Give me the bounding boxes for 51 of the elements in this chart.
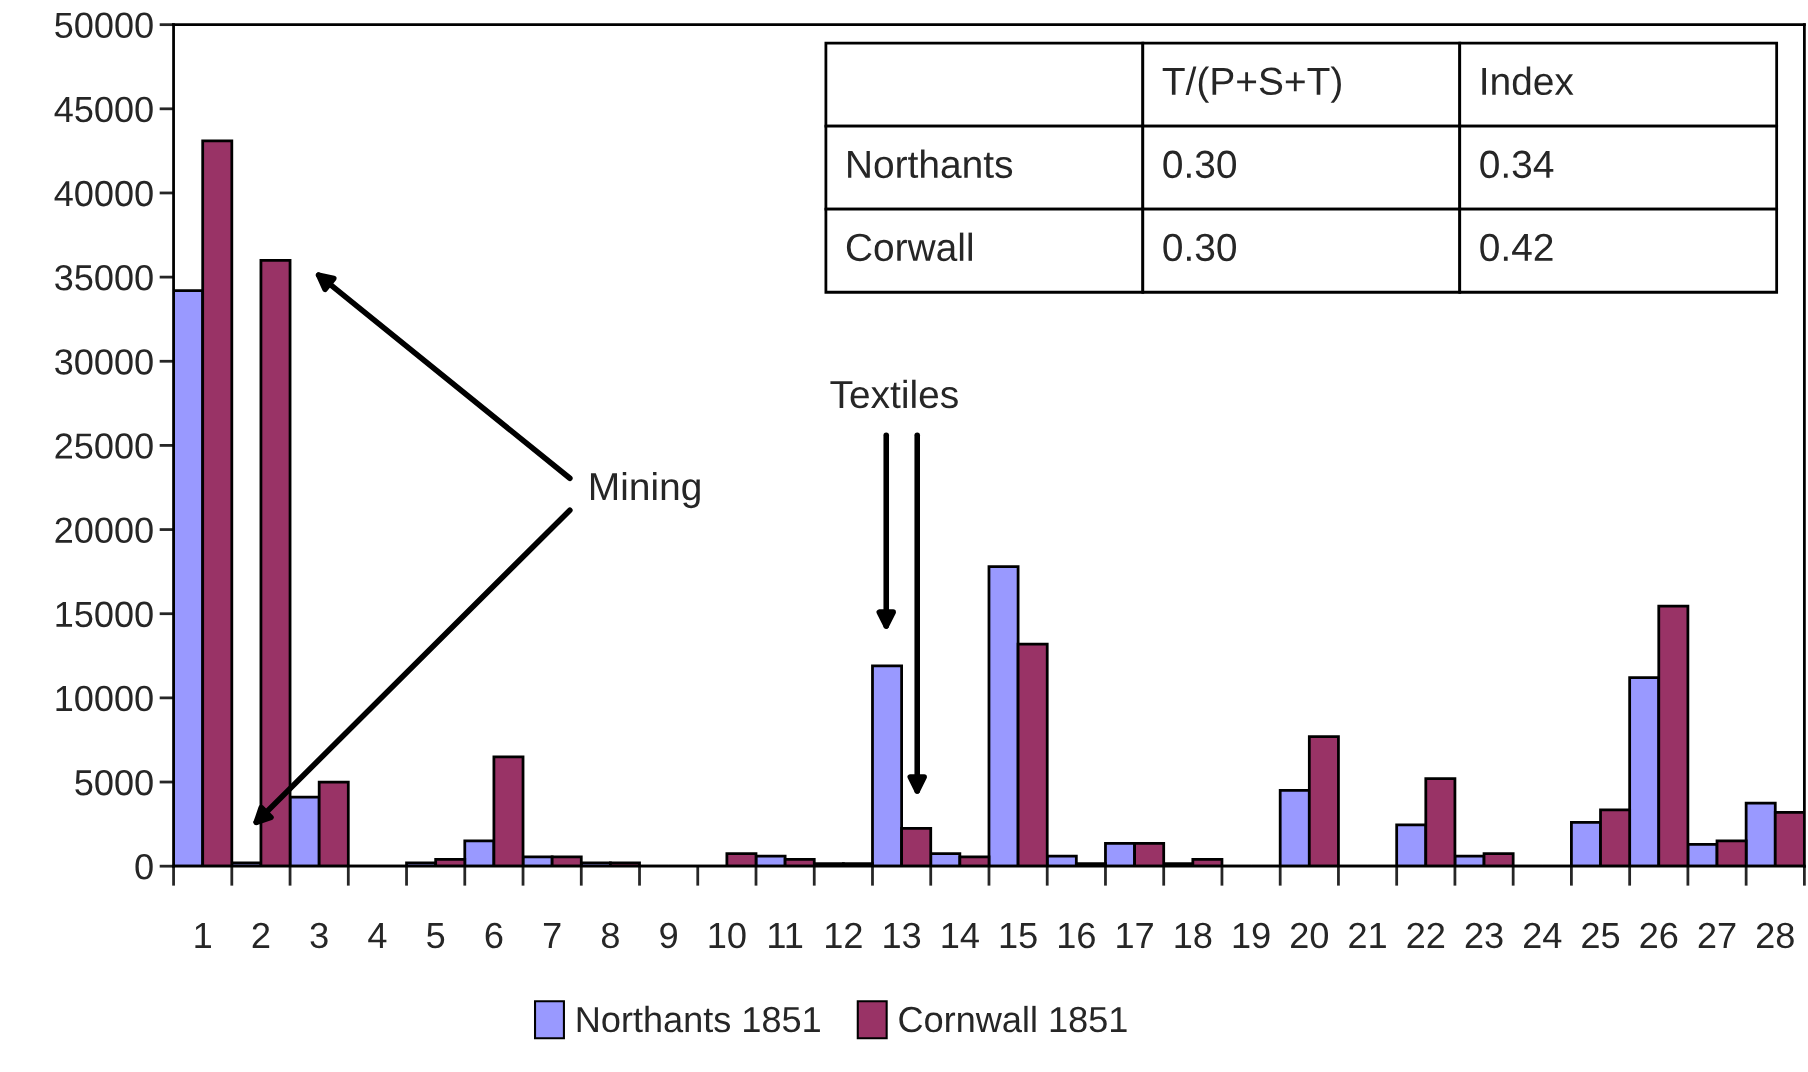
annotation: Northants [848,149,1013,179]
y-tick-label: 5000 [75,769,153,796]
annotation: 0.34 [1480,150,1554,179]
x-tick-label: 3 [310,922,328,949]
x-tick-label: 17 [1117,923,1153,948]
y-tick-label: 10000 [56,685,153,712]
y-tick-label: 35000 [55,264,153,291]
annotation: Mining [590,471,700,509]
x-tick-label: 1 [195,923,211,948]
x-tick-label: 22 [1407,922,1445,948]
x-tick-label: 26 [1640,922,1678,949]
x-tick-label: 13 [884,922,921,949]
x-tick-label: 4 [368,923,387,948]
annotation: 0.42 [1480,233,1553,262]
y-tick-label: 40000 [54,180,153,207]
x-tick-label: 9 [660,922,677,949]
x-tick-label: 2 [252,922,270,948]
legend-label: Northants 1851 [577,1005,820,1033]
x-tick-label: 23 [1465,922,1503,949]
legend-label: Cornwall 1851 [899,1005,1127,1033]
y-tick-label: 15000 [56,601,153,628]
x-tick-label: 11 [769,923,803,948]
x-tick-label: 20 [1291,922,1328,949]
y-tick-label: 50000 [55,12,153,39]
annotation: Textiles [830,379,958,409]
x-tick-label: 16 [1059,922,1095,949]
x-tick-label: 12 [826,922,862,948]
x-tick-label: 15 [1000,923,1037,949]
x-tick-label: 24 [1524,922,1562,948]
annotation: 0.30 [1163,233,1236,262]
x-tick-label: 18 [1175,922,1212,949]
y-tick-label: 20000 [55,517,153,544]
y-tick-label: 0 [135,854,153,880]
x-tick-label: 19 [1233,922,1270,949]
x-tick-label: 8 [601,922,619,949]
x-tick-label: 6 [485,922,503,949]
x-tick-label: 5 [427,923,445,949]
annotation: 0.30 [1163,150,1236,179]
x-tick-label: 14 [942,923,979,948]
x-tick-label: 21 [1349,922,1386,948]
annotation: Corwall [846,232,972,262]
y-tick-label: 30000 [55,349,153,375]
annotation: T/(P+S+T) [1162,66,1341,103]
annotation: Index [1482,66,1574,96]
y-tick-label: 25000 [55,433,153,459]
x-tick-label: 27 [1698,922,1736,948]
x-tick-label: 28 [1757,922,1794,949]
y-tick-label: 45000 [54,96,153,123]
x-tick-label: 7 [543,923,561,948]
x-tick-label: 25 [1582,922,1620,949]
x-tick-label: 10 [709,922,746,949]
